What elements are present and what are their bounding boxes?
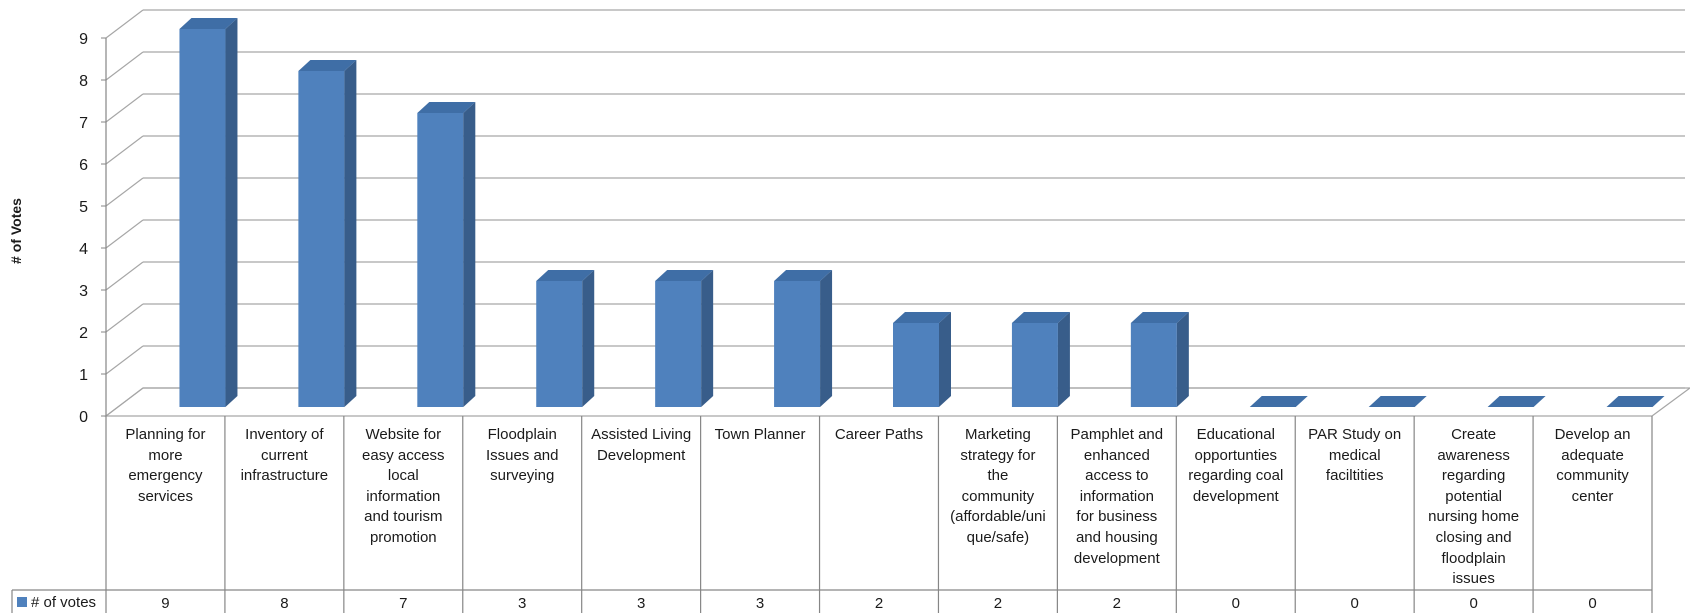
table-value: 8: [280, 595, 288, 612]
bar-side: [1057, 312, 1070, 407]
bar-top: [655, 270, 714, 281]
side-gridline: [105, 51, 144, 81]
gridlines: [105, 9, 1685, 417]
y-tick-label: 0: [79, 409, 88, 426]
legend-swatch: [17, 597, 27, 607]
bar-side: [344, 60, 357, 407]
bar: [1130, 312, 1189, 407]
side-gridline: [105, 9, 144, 39]
y-tick-label: 3: [79, 283, 88, 300]
bar-front: [536, 281, 583, 407]
bar-side: [582, 270, 595, 407]
table-value: 0: [1351, 595, 1359, 612]
side-gridline: [105, 345, 144, 375]
bar: [774, 270, 833, 407]
bar-side: [1176, 312, 1189, 407]
bar-top: [298, 60, 357, 71]
bar-front: [298, 71, 345, 407]
bar-front: [417, 113, 464, 407]
bar-top: [1487, 396, 1546, 407]
bar-front: [1011, 323, 1058, 407]
table-value: 3: [756, 595, 764, 612]
y-tick-label: 9: [79, 31, 88, 48]
bar-side: [225, 18, 238, 407]
bar-side: [463, 102, 476, 407]
side-gridline: [105, 93, 144, 123]
bar: [655, 270, 714, 407]
side-gridline: [105, 135, 144, 165]
bar-top: [417, 102, 476, 113]
bar-front: [774, 281, 821, 407]
side-gridline: [105, 261, 144, 291]
bar-front: [893, 323, 939, 407]
y-tick-label: 7: [79, 115, 88, 132]
table-value: 0: [1469, 595, 1477, 612]
side-gridline: [105, 219, 144, 249]
table-value: 9: [161, 595, 169, 612]
chart-floor: [104, 387, 1690, 417]
bar: [1011, 312, 1070, 407]
bar-top: [179, 18, 238, 29]
y-tick-label: 2: [79, 325, 88, 342]
bar-front: [655, 281, 702, 407]
bar: [417, 102, 476, 407]
bar: [893, 312, 951, 407]
bar-top: [1249, 396, 1308, 407]
bar-front: [1130, 323, 1177, 407]
table-value: 0: [1232, 595, 1240, 612]
bar-side: [820, 270, 833, 407]
y-tick-label: 8: [79, 73, 88, 90]
table-value: 3: [637, 595, 645, 612]
bar-top: [1011, 312, 1070, 323]
table-value: 2: [994, 595, 1002, 612]
table-value: 0: [1588, 595, 1596, 612]
bar-top: [1130, 312, 1189, 323]
bar-top: [1606, 396, 1665, 407]
table-value: 2: [875, 595, 883, 612]
bar-side: [939, 312, 951, 407]
y-tick-label: 4: [79, 241, 88, 258]
bar-front: [179, 29, 226, 407]
table-value: 7: [399, 595, 407, 612]
bar: [298, 60, 357, 407]
bar: [1487, 396, 1546, 407]
side-gridline: [105, 177, 144, 207]
y-tick-label: 5: [79, 199, 88, 216]
y-tick-label: 1: [79, 367, 88, 384]
bar: [179, 18, 238, 407]
bar: [1368, 396, 1427, 407]
bar: [536, 270, 595, 407]
bar: [1606, 396, 1665, 407]
legend-label: # of votes: [31, 594, 96, 611]
table-value: 2: [1113, 595, 1121, 612]
bar-side: [701, 270, 714, 407]
bar-top: [774, 270, 833, 281]
side-gridline: [105, 303, 144, 333]
y-axis-title: # of Votes: [8, 198, 24, 264]
y-tick-label: 6: [79, 157, 88, 174]
bar-top: [1368, 396, 1427, 407]
table-value: 3: [518, 595, 526, 612]
bar: [1249, 396, 1308, 407]
bar-top: [893, 312, 951, 323]
bar-top: [536, 270, 595, 281]
